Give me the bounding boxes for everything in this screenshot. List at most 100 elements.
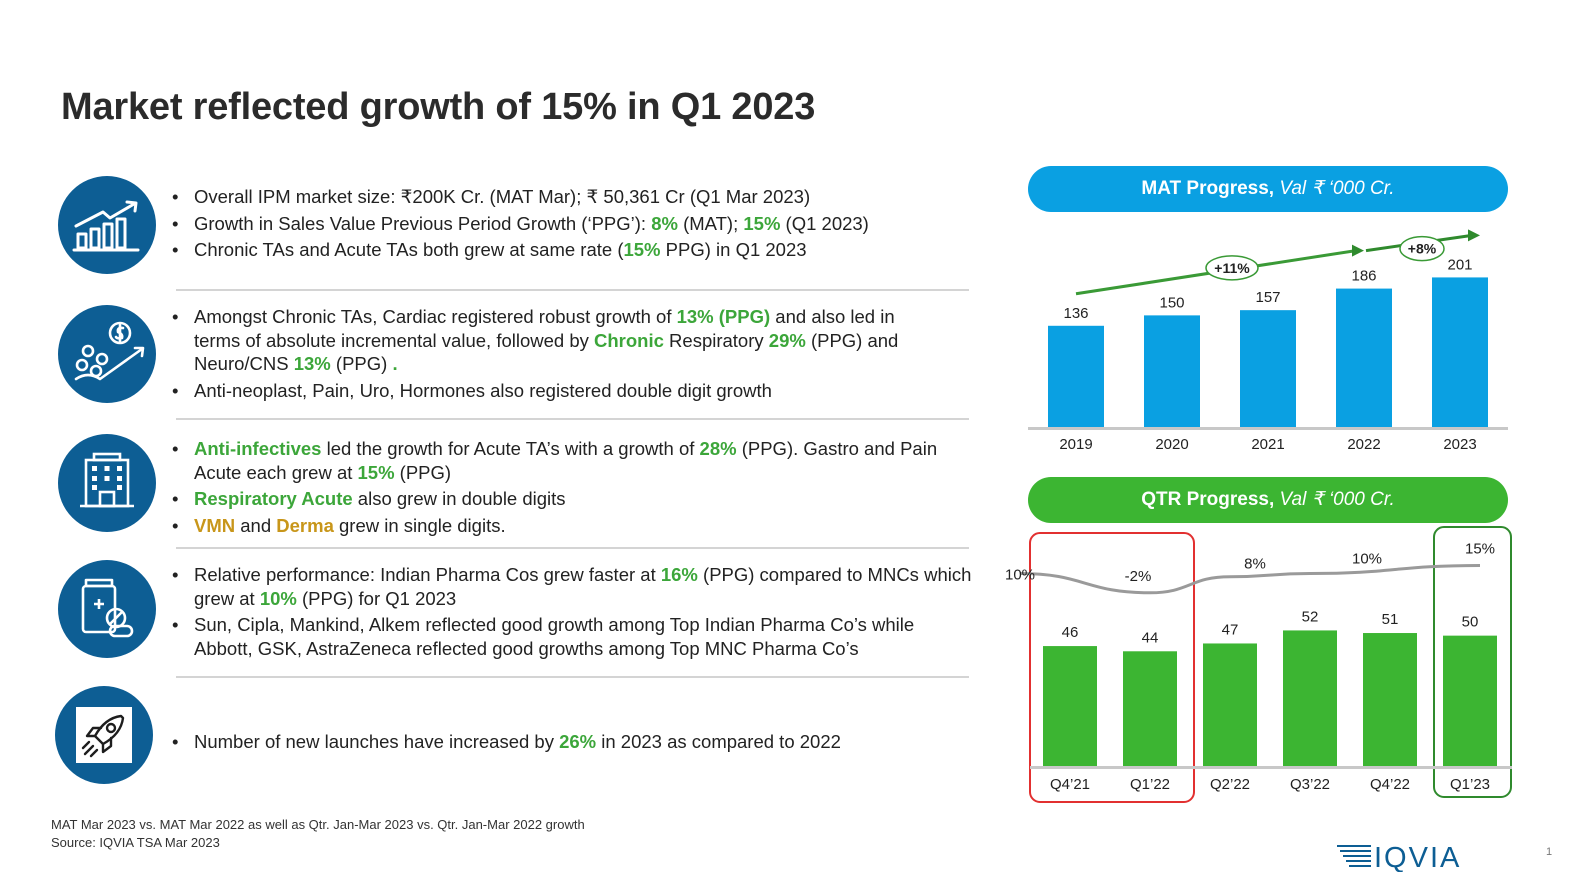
- mat-value-label: 186: [1351, 268, 1376, 285]
- divider: [176, 676, 969, 678]
- mat-value-label: 136: [1063, 305, 1088, 322]
- qtr-category-label: Q1’23: [1450, 776, 1490, 793]
- footnote-source: Source: IQVIA TSA Mar 2023: [51, 835, 220, 850]
- bullet-text: Q1 Mar 2023): [695, 186, 811, 207]
- bullet-text: (PPG).: [736, 438, 804, 459]
- bullet-text: (Q1 2023): [780, 212, 869, 234]
- bullet-item: Respiratory Acute also grew in double di…: [172, 487, 962, 511]
- bullet-text: PPG) in Q1 2023: [660, 239, 807, 260]
- qtr-category-label: Q3’22: [1290, 776, 1330, 793]
- bullet-text: Chronic TAs and Acute TAs both grew at s…: [194, 239, 624, 260]
- bullet-text: (PPG) for: [296, 587, 386, 609]
- divider: [176, 289, 969, 291]
- qtr-value-label: 47: [1222, 621, 1239, 638]
- page-number: 1: [1546, 846, 1553, 858]
- qtr-header-title: QTR Progress,: [1141, 489, 1280, 510]
- bullet-text: Q1 2023: [385, 587, 457, 609]
- mat-growth-badge: [1205, 255, 1259, 281]
- qtr-bar-Q1’22: [1123, 651, 1177, 766]
- rocket-icon: [55, 686, 153, 784]
- bullet-item: Overall IPM market size: ₹200K Cr. (MAT …: [172, 185, 962, 209]
- bullet-text: new launches: [285, 731, 399, 752]
- section-chronic-bullets: Amongst Chronic TAs, Cardiac registered …: [172, 305, 942, 405]
- page-title: Market reflected growth of 15% in Q1 202…: [61, 86, 816, 128]
- bullet-text: Chronic: [594, 329, 670, 351]
- bullet-text: Respiratory Acute: [194, 488, 353, 509]
- bullet-text: (PPG): [330, 353, 393, 374]
- bullet-text: 8%: [651, 212, 678, 234]
- mat-category-label: 2021: [1251, 436, 1284, 453]
- bullet-item: Anti-neoplast, Pain, Uro, Hormones also …: [172, 379, 942, 403]
- bullet-item: Amongst Chronic TAs, Cardiac registered …: [172, 305, 942, 376]
- bullet-text: 26%: [559, 731, 597, 752]
- mat-progress-chart: 136 2019 150 2020 157 2021 186 2022 201 2023 +11% +…: [1028, 229, 1508, 453]
- bullet-item: Growth in Sales Value Previous Period Gr…: [172, 212, 962, 236]
- bullet-text: (PPG) compared to: [697, 564, 868, 585]
- bullet-text: each grew at: [241, 461, 358, 483]
- bullet-text: MNCs: [867, 564, 919, 585]
- bullet-text: Anti-infectives: [194, 438, 322, 459]
- mat-category-label: 2022: [1347, 436, 1380, 453]
- bullet-text: also grew in double digits: [352, 488, 566, 509]
- bullet-text: 10%: [259, 587, 297, 609]
- mat-axis-line: [1028, 427, 1508, 430]
- bullet-text: 29%: [763, 329, 806, 351]
- bullet-item: Number of new launches have increased by…: [172, 730, 962, 754]
- qtr-progress-header: QTR Progress, Val ₹ ‘000 Cr.: [1028, 477, 1508, 523]
- mat-header-title: MAT Progress,: [1141, 178, 1280, 199]
- pharma-pills-icon: [58, 560, 156, 658]
- qtr-highlight-box-red: [1029, 532, 1195, 803]
- divider: [176, 547, 969, 549]
- section-market-size-bullets: Overall IPM market size: ₹200K Cr. (MAT …: [172, 185, 962, 265]
- mat-bar-2023: [1432, 277, 1488, 427]
- bullet-text: ;: [576, 186, 587, 207]
- bullet-item: Anti-infectives led the growth for Acute…: [172, 437, 962, 484]
- bullet-item: VMN and Derma grew in single digits.: [172, 514, 962, 538]
- bullet-text: Sun, Cipla, Mankind, Alkem reflected goo…: [194, 614, 915, 659]
- bullet-text: and: [235, 514, 277, 536]
- mat-header-unit: Val ₹ ‘000 Cr.: [1279, 178, 1395, 199]
- bullet-text: ₹: [586, 186, 604, 207]
- bullet-text: registered robust growth of: [446, 306, 677, 327]
- bullet-text: Amongst: [194, 306, 273, 327]
- mat-value-label: 157: [1255, 289, 1280, 306]
- qtr-bar-Q3’22: [1283, 630, 1337, 766]
- qtr-bar-Q1’23: [1443, 635, 1497, 766]
- bullet-text: have increased by: [398, 731, 560, 752]
- bullet-text: Anti-neoplast, Pain, Uro, Hormones: [194, 379, 485, 401]
- bullet-text: Indian Pharma: [380, 564, 501, 585]
- bullet-text: Number of: [194, 731, 286, 752]
- bullet-text: 50,361 Cr: [603, 186, 690, 207]
- bullet-text: Pain Acute: [194, 438, 938, 483]
- qtr-value-label: 46: [1062, 624, 1079, 641]
- qtr-highlight-box-green: [1433, 526, 1512, 798]
- building-icon: [58, 434, 156, 532]
- bullet-text: 16%: [660, 564, 698, 585]
- qtr-growth-label: 10%: [1352, 551, 1382, 568]
- section-acute-bullets: Anti-infectives led the growth for Acute…: [172, 437, 962, 540]
- footnote-comparison: MAT Mar 2023 vs. MAT Mar 2022 as well as…: [51, 817, 585, 832]
- mat-progress-header: MAT Progress, Val ₹ ‘000 Cr.: [1028, 166, 1508, 212]
- bullet-text: 28%: [699, 438, 737, 459]
- footnote: MAT Mar 2023 vs. MAT Mar 2022 as well as…: [51, 816, 585, 852]
- qtr-value-label: 51: [1382, 611, 1399, 628]
- bullet-text: (PPG) and: [805, 329, 899, 351]
- iqvia-logo: IQVIA: [1337, 838, 1487, 877]
- mat-growth-label: +11%: [1214, 260, 1250, 276]
- bullet-text: Neuro/CNS: [194, 353, 289, 374]
- bullet-text: Cos grew faster at: [500, 564, 661, 585]
- bullet-text: grew in single digits.: [333, 514, 506, 536]
- mat-trend-arrowhead: [1352, 244, 1364, 257]
- qtr-category-label: Q2’22: [1210, 776, 1250, 793]
- bullet-text: 200K Cr.: [412, 186, 490, 207]
- bullet-text: led the growth for Acute TA’s with a gro…: [321, 438, 700, 459]
- bullet-text: (MAT Mar): [489, 186, 577, 207]
- qtr-value-label: 44: [1142, 629, 1159, 646]
- mat-growth-label: +8%: [1408, 241, 1437, 257]
- qtr-value-label: 52: [1302, 608, 1319, 625]
- bullet-text: 13% (PPG): [676, 306, 771, 327]
- bullet-text: Gastro: [803, 438, 859, 459]
- people-growth-icon: [58, 305, 156, 403]
- mat-category-label: 2020: [1155, 436, 1188, 453]
- qtr-bar-Q4’21: [1043, 646, 1097, 766]
